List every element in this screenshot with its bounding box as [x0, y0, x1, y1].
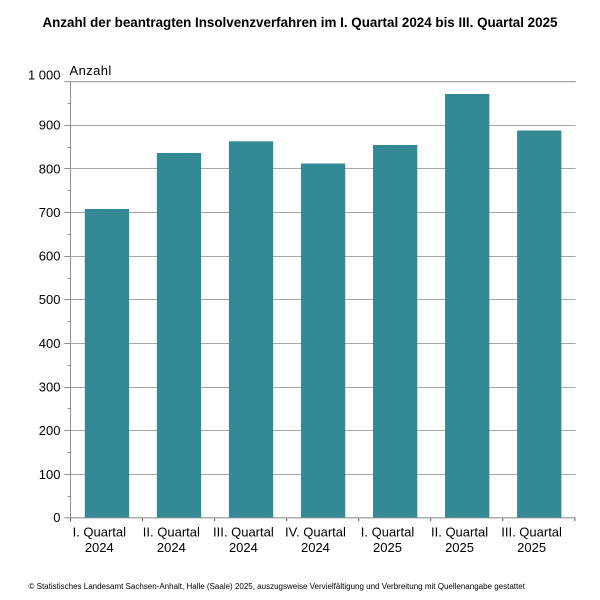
svg-text:III. Quartal: III. Quartal [213, 524, 274, 539]
svg-text:2024: 2024 [85, 540, 114, 555]
svg-text:700: 700 [39, 205, 61, 220]
svg-text:Anzahl: Anzahl [70, 63, 112, 78]
svg-text:2024: 2024 [229, 540, 258, 555]
svg-text:2024: 2024 [157, 540, 186, 555]
svg-text:0: 0 [53, 510, 60, 525]
svg-text:2025: 2025 [517, 540, 546, 555]
svg-text:200: 200 [39, 423, 61, 438]
svg-text:2024: 2024 [301, 540, 330, 555]
svg-text:1 000: 1 000 [28, 68, 61, 83]
svg-text:II. Quartal: II. Quartal [431, 524, 488, 539]
svg-text:2025: 2025 [373, 540, 402, 555]
svg-text:Anzahl der beantragten Insolve: Anzahl der beantragten Insolvenzverfahre… [43, 15, 559, 30]
svg-text:III. Quartal: III. Quartal [501, 524, 562, 539]
svg-text:800: 800 [39, 161, 61, 176]
svg-text:900: 900 [39, 118, 61, 133]
svg-text:600: 600 [39, 249, 61, 264]
svg-text:400: 400 [39, 336, 61, 351]
svg-text:© Statistisches Landesamt Sach: © Statistisches Landesamt Sachsen-Anhalt… [29, 582, 526, 591]
svg-text:II. Quartal: II. Quartal [143, 524, 200, 539]
svg-text:IV. Quartal: IV. Quartal [285, 524, 346, 539]
svg-text:100: 100 [39, 467, 61, 482]
svg-text:I. Quartal: I. Quartal [361, 524, 415, 539]
svg-text:2025: 2025 [445, 540, 474, 555]
svg-text:500: 500 [39, 292, 61, 307]
svg-text:I. Quartal: I. Quartal [73, 524, 127, 539]
svg-text:300: 300 [39, 380, 61, 395]
